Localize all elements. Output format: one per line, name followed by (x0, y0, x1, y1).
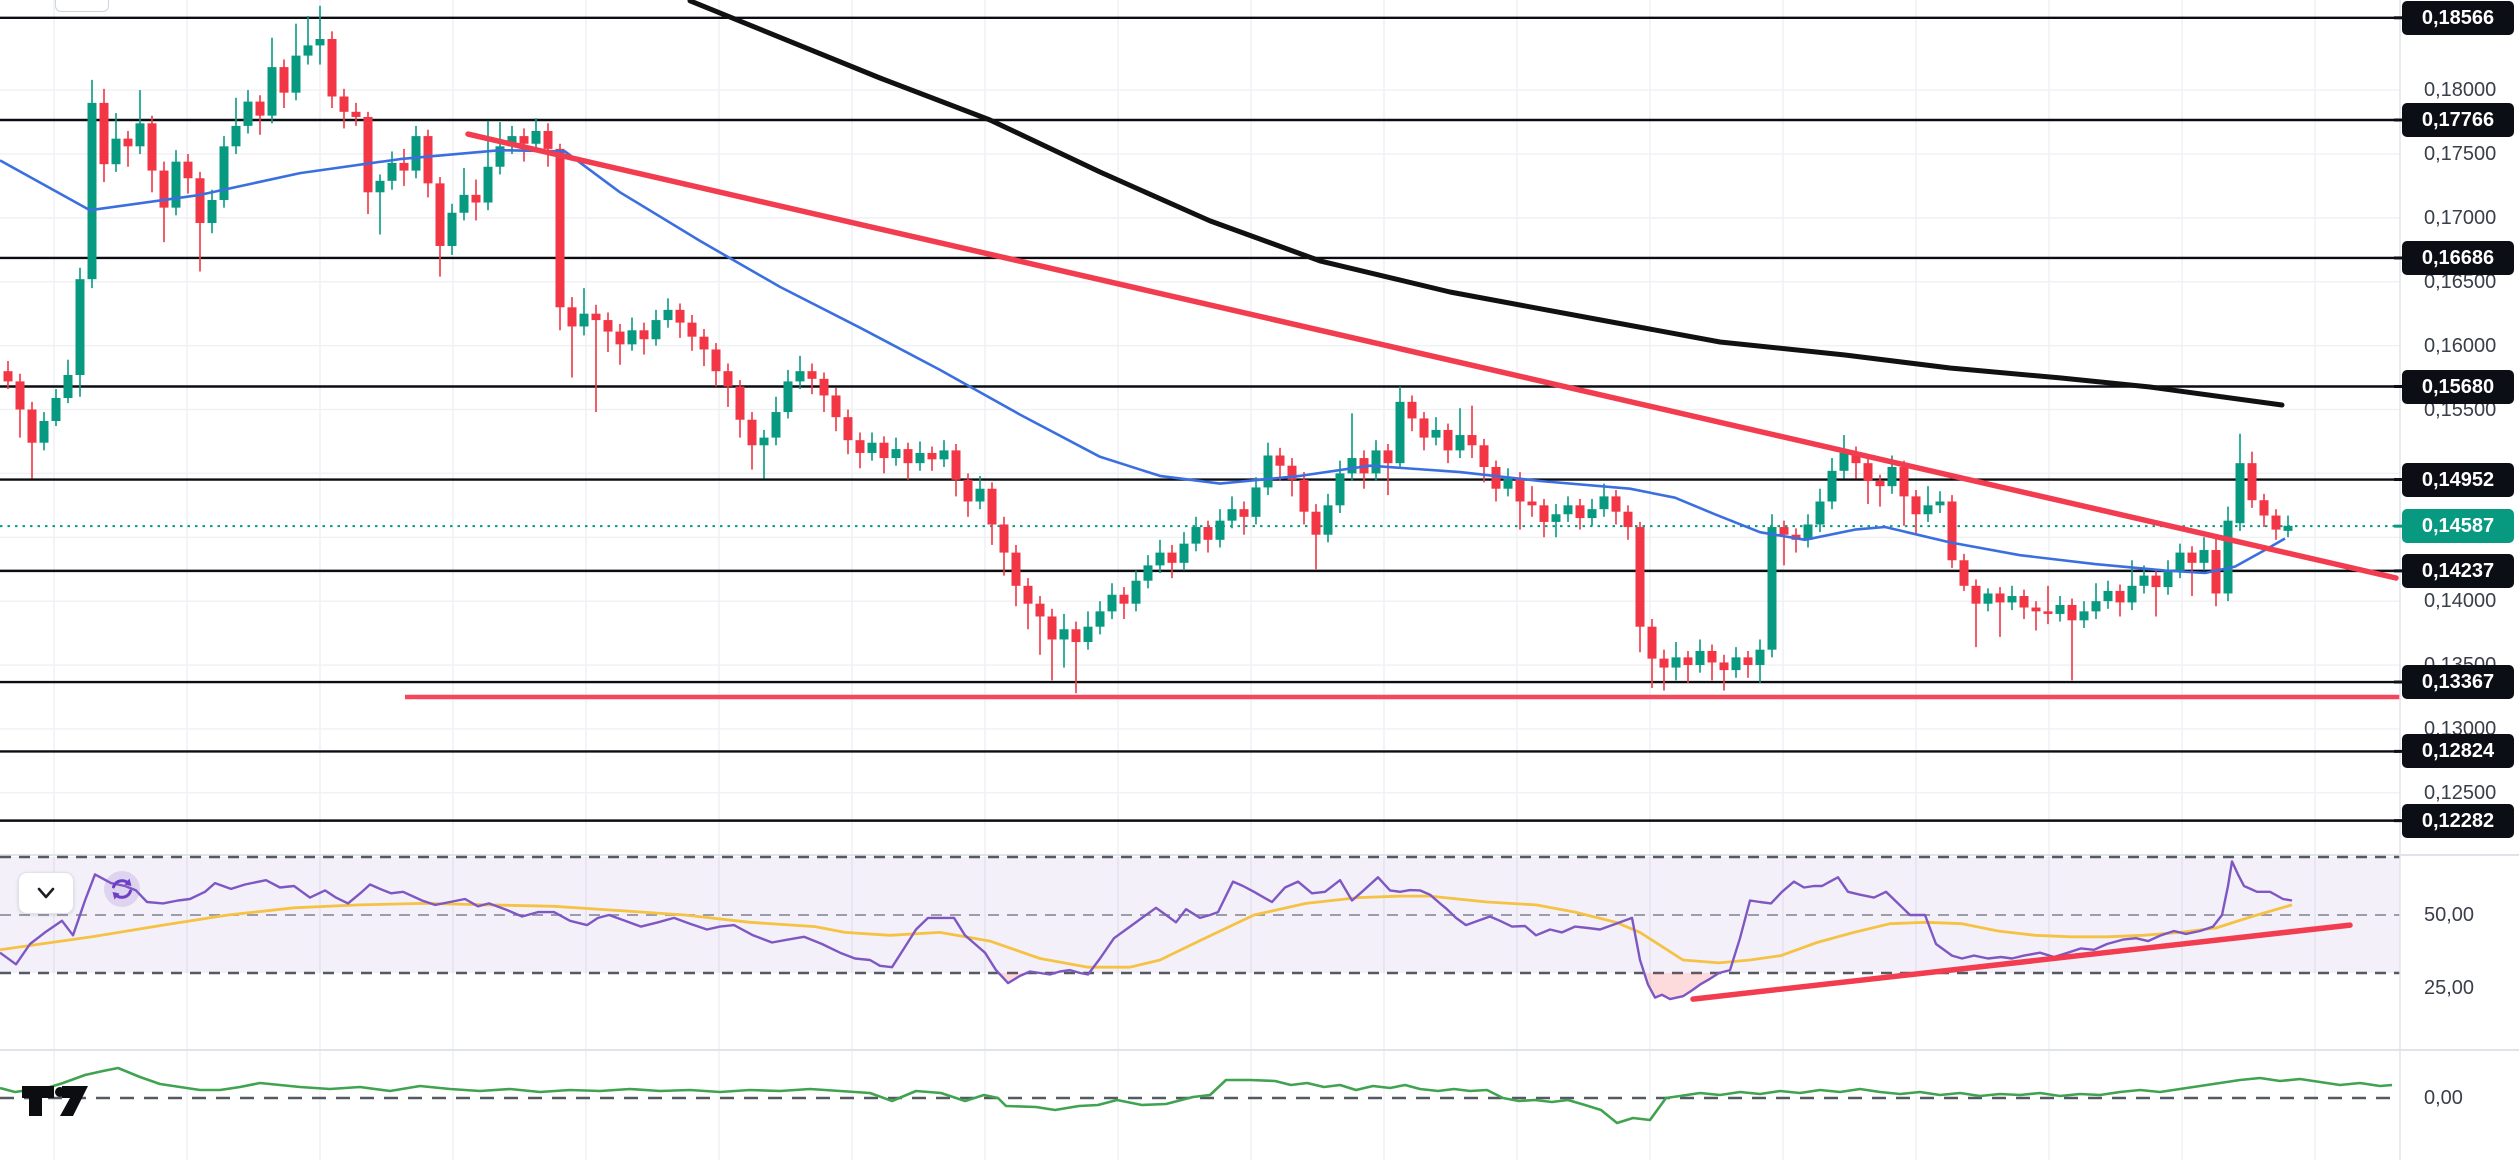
candles-down (3, 31, 2281, 694)
last-price-badge: 0,14587 (2402, 509, 2514, 544)
ma-line-black (687, 0, 2285, 408)
axis-price-label: 0,17500 (2424, 142, 2497, 165)
price-level-badge: 0,17766 (2402, 103, 2514, 137)
rsi-axis-label: 50,00 (2424, 904, 2475, 926)
axis-price-label: 0,15500 (2424, 398, 2497, 421)
price-level-badge: 0,12824 (2402, 734, 2514, 769)
horizontal-level-lines (0, 16, 2400, 822)
axis-price-label: 0,16500 (2424, 270, 2497, 293)
lower-axis-label: 0,00 (2424, 1087, 2463, 1109)
price-level-badge: 0,14952 (2402, 462, 2514, 497)
candles-up (39, 5, 2293, 683)
gridlines (0, 0, 2400, 1160)
indicator-refresh-badge[interactable] (104, 871, 140, 907)
price-level-badge: 0,15680 (2402, 369, 2514, 404)
axis-price-label: 0,17000 (2424, 206, 2497, 229)
rsi-line-purple (0, 860, 2293, 1001)
rsi-ma-line-yellow (0, 894, 2293, 969)
rsi-pane (0, 855, 2400, 1002)
lower-indicator-line-green (0, 1066, 2393, 1125)
rsi-trendline-red (1690, 922, 2353, 1002)
axis-price-label: 0,14000 (2424, 590, 2497, 613)
price-level-badge: 0,14237 (2402, 553, 2514, 588)
ma-line-blue (0, 148, 2286, 575)
tradingview-logo[interactable] (20, 1083, 90, 1123)
price-level-badge: 0,12282 (2402, 803, 2514, 838)
rsi-oversold-fill (1644, 973, 1719, 1000)
descending-trendline-red (465, 131, 2399, 581)
refresh-icon (112, 878, 132, 900)
cropped-legend-pill (55, 0, 109, 12)
price-level-badge: 0,16686 (2402, 240, 2514, 275)
axis-price-label: 0,12500 (2424, 781, 2497, 804)
lower-indicator-pane (0, 1066, 2400, 1125)
rsi-axis-label: 25,00 (2424, 976, 2475, 999)
price-level-badge: 0,13367 (2402, 665, 2514, 700)
axis-price-label: 0,18000 (2424, 79, 2497, 102)
axis-price-label: 0,16000 (2424, 334, 2497, 357)
chevron-down-icon (37, 887, 55, 899)
price-level-badge: 0,18566 (2402, 0, 2514, 35)
indicator-collapse-button[interactable] (18, 872, 74, 914)
